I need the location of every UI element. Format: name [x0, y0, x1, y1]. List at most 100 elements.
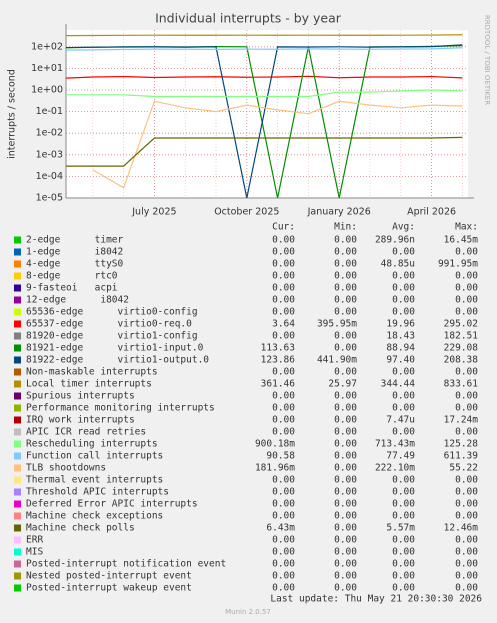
legend-stat: 0.00: [455, 559, 478, 570]
legend-stat: 0.00: [334, 247, 357, 258]
legend-swatch: [14, 584, 21, 592]
legend-stat: 0.00: [334, 295, 357, 306]
legend-swatch: [14, 356, 21, 364]
legend-stat: 0.00: [334, 271, 357, 282]
legend-stat: 441.90m: [317, 355, 357, 366]
legend-stat: 0.00: [272, 403, 295, 414]
legend-stat: 0.00: [272, 259, 295, 270]
legend-swatch: [14, 488, 21, 496]
y-tick-label: 1e-03: [36, 149, 63, 160]
series-line: [92, 100, 463, 189]
series-line: [66, 89, 463, 98]
legend-stat: 0.00: [272, 307, 295, 318]
legend-swatch: [14, 344, 21, 352]
legend-swatch: [14, 368, 21, 376]
legend-stat: 0.00: [334, 307, 357, 318]
legend-swatch: [14, 416, 21, 424]
legend-swatch: [14, 572, 21, 580]
legend-name: 1-edge i8042: [26, 247, 123, 258]
legend-stat: 0.00: [272, 391, 295, 402]
chart-title: Individual interrupts - by year: [155, 11, 342, 26]
legend-stat: 0.00: [455, 571, 478, 582]
legend-swatch: [14, 428, 21, 436]
legend-stat: 5.57m: [386, 523, 415, 534]
x-tick-label: October 2025: [214, 207, 279, 218]
legend-name: Deferred Error APIC interrupts: [26, 499, 198, 510]
legend-stat: 19.96: [386, 319, 415, 330]
legend-column-header: Cur:: [272, 222, 295, 233]
legend-stat: 0.00: [334, 463, 357, 474]
legend-name: 65536-edge virtio0-config: [26, 307, 198, 318]
legend-name: Machine check polls: [26, 523, 135, 534]
legend-name: Thermal event interrupts: [26, 475, 163, 486]
legend-swatch: [14, 248, 21, 256]
legend-name: Function call interrupts: [26, 451, 163, 462]
legend-column-header: Max:: [455, 222, 478, 233]
legend-name: Local timer interrupts: [26, 379, 152, 390]
legend-stat: 900.18m: [255, 439, 295, 450]
legend-stat: 0.00: [392, 535, 415, 546]
legend-swatch: [14, 404, 21, 412]
legend-name: Threshold APIC interrupts: [26, 487, 169, 498]
legend-stat: 25.97: [328, 379, 357, 390]
legend-stat: 0.00: [334, 391, 357, 402]
legend-name: Posted-interrupt wakeup event: [26, 583, 192, 594]
legend-stat: 125.28: [444, 439, 479, 450]
legend-stat: 0.00: [334, 451, 357, 462]
legend-stat: 0.00: [392, 391, 415, 402]
legend-swatch: [14, 308, 21, 316]
y-tick-label: 1e+01: [31, 63, 63, 74]
legend-name: 9-fasteoi acpi: [26, 283, 118, 294]
legend-stat: 0.00: [455, 487, 478, 498]
legend-name: 65537-edge virtio0-req.0: [26, 319, 192, 330]
legend-swatch: [14, 536, 21, 544]
legend-swatch: [14, 272, 21, 280]
legend-stat: 0.00: [272, 271, 295, 282]
legend-stat: 0.00: [272, 547, 295, 558]
legend-swatch: [14, 320, 21, 328]
legend-stat: 88.94: [386, 343, 415, 354]
legend-stat: 713.43m: [375, 439, 415, 450]
legend-name: IRQ work interrupts: [26, 415, 135, 426]
series-line: [66, 44, 463, 198]
legend-name: 4-edge ttyS0: [26, 259, 124, 270]
legend-stat: 0.00: [272, 415, 295, 426]
legend-stat: 0.00: [392, 499, 415, 510]
legend-swatch: [14, 380, 21, 388]
legend-stat: 0.00: [392, 487, 415, 498]
legend-stat: 0.00: [272, 499, 295, 510]
legend-stat: 208.38: [444, 355, 479, 366]
legend-stat: 222.10m: [375, 463, 415, 474]
legend-stat: 0.00: [392, 367, 415, 378]
legend-swatch: [14, 464, 21, 472]
legend-stat: 0.00: [272, 235, 295, 246]
legend-stat: 0.00: [392, 583, 415, 594]
legend-swatch: [14, 236, 21, 244]
legend-stat: 0.00: [392, 475, 415, 486]
legend-stat: 0.00: [455, 367, 478, 378]
legend-swatch: [14, 392, 21, 400]
legend-stat: 16.45m: [444, 235, 479, 246]
series-line: [66, 136, 463, 167]
legend-swatch: [14, 440, 21, 448]
legend-name: APIC ICR read retries: [26, 427, 146, 438]
side-label: RRDTOOL / TOBI OETIKER: [483, 15, 491, 105]
legend-name: Nested posted-interrupt event: [26, 571, 192, 582]
legend-stat: 0.00: [455, 295, 478, 306]
legend-stat: 0.00: [272, 487, 295, 498]
y-tick-label: 1e-04: [36, 171, 63, 182]
legend-name: 81921-edge virtio1-input.0: [26, 343, 204, 354]
legend-stat: 0.00: [334, 331, 357, 342]
legend-stat: 48.85u: [381, 259, 415, 270]
legend-stat: 17.24m: [444, 415, 479, 426]
legend-stat: 0.00: [392, 403, 415, 414]
legend-stat: 0.00: [455, 499, 478, 510]
legend-name: TLB shootdowns: [26, 463, 106, 474]
legend-swatch: [14, 548, 21, 556]
legend-stat: 0.00: [334, 367, 357, 378]
legend-swatch: [14, 260, 21, 268]
plot-area: [66, 30, 468, 198]
legend-swatch: [14, 284, 21, 292]
legend-stat: 0.00: [334, 523, 357, 534]
legend-swatch: [14, 296, 21, 304]
